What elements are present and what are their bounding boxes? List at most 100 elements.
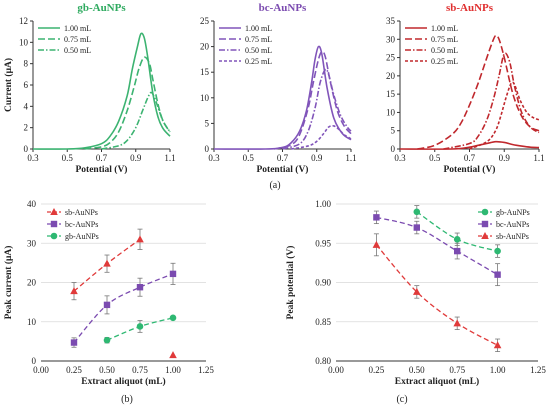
legend-marker bbox=[481, 232, 489, 239]
x-tick-label: 1.00 bbox=[490, 365, 506, 375]
series-line-1-00-ml bbox=[213, 45, 352, 150]
chart-title: sb-AuNPs bbox=[446, 2, 494, 14]
data-point-sb-aunps bbox=[413, 287, 421, 295]
legend-label: 0.50 mL bbox=[431, 46, 458, 55]
y-tick-label: 1.00 bbox=[315, 199, 331, 209]
legend-label: 1.00 mL bbox=[431, 24, 458, 33]
x-tick-label: 0.9 bbox=[130, 153, 142, 163]
x-tick-label: 0.7 bbox=[96, 153, 108, 163]
legend-marker bbox=[50, 220, 58, 228]
legend-label: 0.50 mL bbox=[64, 46, 91, 55]
y-axis-label: Peak current (μA) bbox=[3, 246, 14, 320]
y-tick-label: 15 bbox=[386, 89, 396, 99]
legend-label: bc-AuNPs bbox=[496, 220, 529, 229]
x-tick-label: 0.00 bbox=[33, 365, 49, 375]
y-tick-label: 10 bbox=[19, 37, 29, 47]
x-tick-label: 1.1 bbox=[345, 153, 356, 163]
legend-label: 0.25 mL bbox=[245, 57, 272, 66]
panel-a1-gb-aunps: gb-AuNPs 0.3 0.5 0.7 0.9 1.1 0 2 4 6 8 10 12 Potentia… bbox=[3, 2, 176, 175]
x-tick-label: 0.75 bbox=[132, 365, 148, 375]
series-line-0-75-ml bbox=[273, 50, 352, 150]
data-point-sb-aunps bbox=[136, 235, 144, 243]
trend-line-bc-aunps bbox=[376, 216, 498, 276]
legend-label: 0.25 mL bbox=[431, 57, 458, 66]
series-line-0-25-ml bbox=[469, 81, 540, 150]
x-axis-label: Potential (V) bbox=[257, 164, 309, 175]
y-tick-label: 0 bbox=[391, 144, 396, 154]
data-point-bc-aunps bbox=[413, 224, 420, 231]
chart-title: bc-AuNPs bbox=[259, 2, 307, 14]
legend-label: 0.75 mL bbox=[64, 35, 91, 44]
y-tick-label: 25 bbox=[200, 16, 210, 26]
data-point-gb-aunps bbox=[494, 247, 501, 255]
data-point-gb-aunps bbox=[413, 208, 421, 216]
legend-marker bbox=[481, 220, 489, 228]
x-tick-label: 0.5 bbox=[62, 153, 74, 163]
x-tick-label: 0.25 bbox=[369, 365, 385, 375]
trend-line-bc-aunps bbox=[73, 273, 174, 343]
data-point-bc-aunps bbox=[136, 284, 144, 291]
legend-label: 0.50 mL bbox=[245, 46, 272, 55]
y-tick-label: 0 bbox=[24, 144, 29, 154]
y-tick-label: 8 bbox=[24, 59, 29, 69]
y-tick-label: 4 bbox=[24, 101, 29, 111]
data-point-bc-aunps bbox=[103, 301, 111, 309]
panel-label-b: (b) bbox=[121, 394, 133, 405]
y-tick-label: 40 bbox=[27, 199, 37, 209]
series-line-0-75-ml bbox=[84, 56, 171, 150]
legend-label: 0.75 mL bbox=[431, 35, 458, 44]
x-axis-label: Potential (V) bbox=[444, 164, 496, 175]
data-point-gb-aunps bbox=[103, 336, 111, 344]
series-line-1-00-ml bbox=[32, 32, 171, 150]
x-tick-label: 0.3 bbox=[208, 153, 220, 163]
series-line-0-50-ml bbox=[282, 68, 352, 150]
y-tick-label: 0.90 bbox=[315, 278, 331, 288]
y-tick-label: 30 bbox=[27, 238, 37, 248]
chart-title: gb-AuNPs bbox=[77, 2, 126, 14]
legend-label: gb-AuNPs bbox=[496, 208, 530, 217]
x-tick-label: 0.3 bbox=[394, 153, 406, 163]
data-point-gb-aunps bbox=[453, 236, 461, 243]
y-tick-label: 5 bbox=[205, 118, 210, 128]
x-tick-label: 1.00 bbox=[165, 365, 181, 375]
y-tick-label: 10 bbox=[200, 93, 210, 103]
x-tick-label: 0.9 bbox=[499, 153, 511, 163]
data-point-gb-aunps bbox=[169, 314, 177, 322]
y-tick-label: 12 bbox=[19, 16, 28, 26]
y-tick-label: 0.80 bbox=[315, 356, 331, 366]
y-axis-label: Current (μA) bbox=[3, 58, 14, 112]
data-point-bc-aunps bbox=[373, 214, 380, 221]
panel-c-peak-potential: 0.80 0.85 0.90 0.95 1.00 0.00 0.25 0.50 0.75 1.00… bbox=[285, 199, 546, 387]
y-axis-label: Peak potential (V) bbox=[285, 246, 296, 320]
legend-label: gb-AuNPs bbox=[65, 232, 99, 241]
series-line-0-50-ml bbox=[443, 52, 540, 150]
y-tick-label: 25 bbox=[386, 53, 396, 63]
y-tick-label: 0.85 bbox=[315, 317, 331, 327]
legend-label: 1.00 mL bbox=[64, 24, 91, 33]
data-point-bc-aunps bbox=[70, 339, 78, 346]
data-point-gb-aunps bbox=[136, 323, 144, 330]
y-tick-label: 15 bbox=[200, 67, 210, 77]
data-point-sb-aunps bbox=[70, 287, 78, 295]
data-point-sb-aunps bbox=[103, 259, 111, 267]
x-tick-label: 0.50 bbox=[99, 365, 115, 375]
x-tick-label: 0.3 bbox=[27, 153, 39, 163]
data-point-bc-aunps bbox=[494, 271, 501, 278]
y-tick-label: 6 bbox=[24, 80, 29, 90]
x-axis-label: Extract aliquot (mL) bbox=[81, 376, 165, 387]
x-tick-label: 0.7 bbox=[464, 153, 476, 163]
x-axis-label: Extract aliquot (mL) bbox=[395, 376, 479, 387]
series-line-1-00-ml bbox=[399, 140, 540, 150]
legend-label: sb-AuNPs bbox=[496, 232, 529, 241]
y-tick-label: 2 bbox=[24, 123, 29, 133]
y-tick-label: 30 bbox=[386, 34, 396, 44]
legend-label: 1.00 mL bbox=[245, 24, 272, 33]
y-tick-label: 20 bbox=[386, 71, 396, 81]
legend-label: bc-AuNPs bbox=[65, 220, 98, 229]
legend-marker bbox=[50, 232, 58, 240]
y-tick-label: 0 bbox=[205, 144, 210, 154]
data-point-bc-aunps bbox=[169, 270, 177, 278]
x-tick-label: 0.25 bbox=[66, 365, 82, 375]
panel-label-c: (c) bbox=[396, 394, 407, 405]
